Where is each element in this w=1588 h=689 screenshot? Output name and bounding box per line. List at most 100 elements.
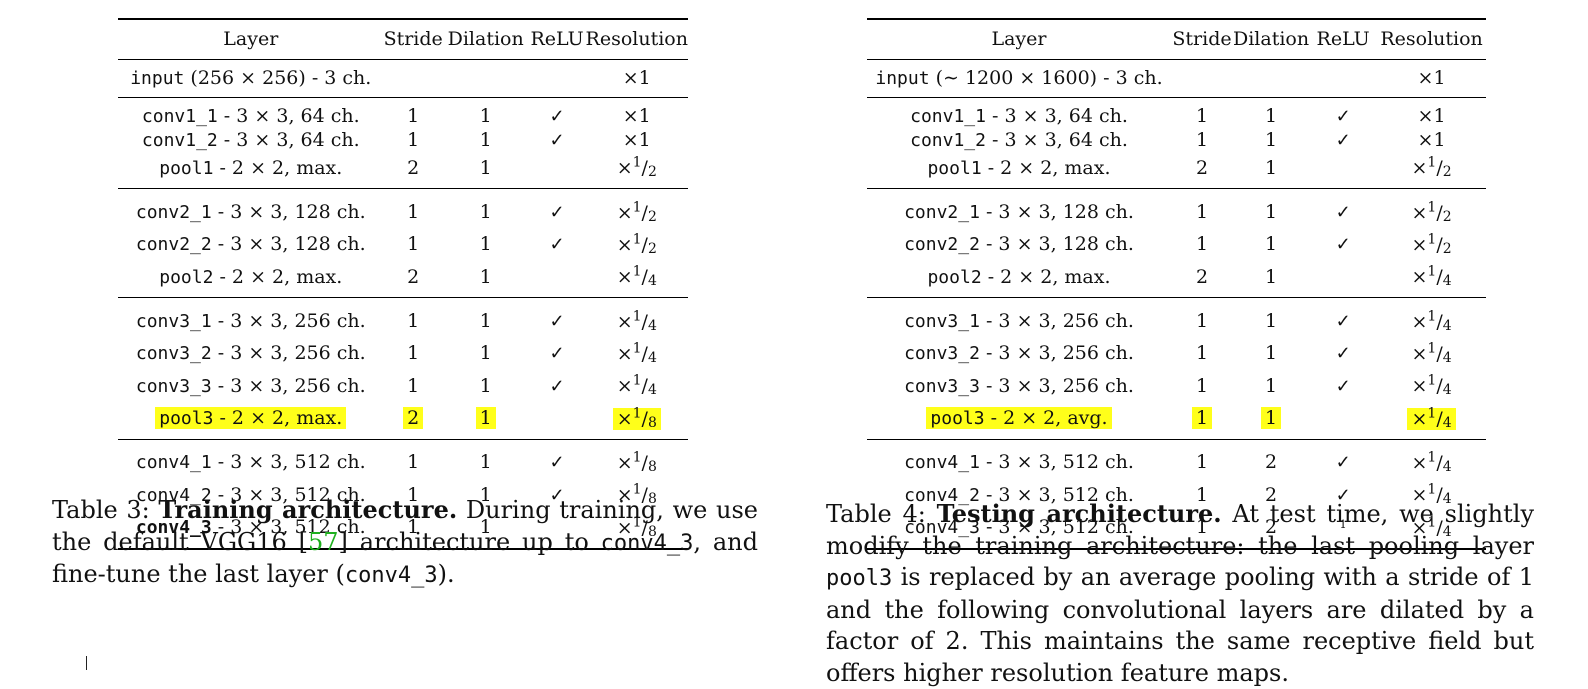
layer-label: conv2_1 - 3 × 3, 128 ch. bbox=[136, 201, 366, 223]
cell-resolution: ×1/4 bbox=[1377, 338, 1486, 370]
caption-text: ] architecture up to bbox=[338, 527, 601, 556]
cell-layer: conv4_3 - 3 × 3, 512 ch. bbox=[118, 511, 384, 548]
stride-value: 1 bbox=[407, 342, 420, 365]
cell-resolution: ×1/4 bbox=[1377, 439, 1486, 479]
table-4-caption: Table 4: Testing architecture. At test t… bbox=[826, 498, 1534, 689]
cell-resolution: ×1 bbox=[1377, 129, 1486, 153]
layer-name: conv3_1 bbox=[135, 310, 212, 332]
stride-value: 2 bbox=[1195, 156, 1209, 179]
layer-desc: - 3 × 3, 256 ch. bbox=[211, 309, 366, 332]
dilation-value: 1 bbox=[1265, 156, 1278, 179]
row-group: conv3_1 - 3 × 3, 256 ch. 1 1 ✓ ×1/4 conv3_2 -… bbox=[867, 298, 1486, 440]
resolution-value: ×1/4 bbox=[1411, 263, 1452, 290]
cell-dilation: 1 bbox=[443, 189, 529, 229]
dilation-value: 1 bbox=[479, 515, 492, 538]
resolution-value: ×1/4 bbox=[616, 263, 657, 290]
checkmark-icon: ✓ bbox=[549, 129, 565, 151]
stride-value: 1 bbox=[1195, 451, 1209, 474]
cell-layer: conv1_2 - 3 × 3, 64 ch. bbox=[118, 129, 384, 153]
table-row: conv4_3 - 3 × 3, 512 ch. 1 1 ×1/8 bbox=[118, 511, 688, 548]
layer-name: pool1 bbox=[159, 157, 214, 179]
table-header: Layer Stride Dilation ReLU Resolution bbox=[118, 19, 688, 60]
cell-layer: conv3_2 - 3 × 3, 256 ch. bbox=[867, 338, 1171, 370]
table-row: input (256 × 256) - 3 ch. ×1 bbox=[118, 60, 688, 98]
resolution-value: ×1/2 bbox=[1411, 231, 1452, 257]
cell-stride: 2 bbox=[384, 152, 443, 189]
table-row: pool3 - 2 × 2, max. 2 1 ×1/8 bbox=[118, 402, 688, 439]
table-4: Layer Stride Dilation ReLU Resolution in… bbox=[867, 18, 1486, 550]
layer-name: conv2_1 bbox=[135, 201, 212, 223]
cell-dilation: 2 bbox=[1233, 439, 1309, 479]
resolution-value: ×1/2 bbox=[616, 155, 657, 181]
cell-relu: ✓ bbox=[529, 189, 586, 229]
layer-label: conv2_2 - 3 × 3, 128 ch. bbox=[136, 233, 366, 255]
cell-layer: pool2 - 2 × 2, max. bbox=[867, 261, 1171, 298]
table-row: conv3_3 - 3 × 3, 256 ch. 1 1 ✓ ×1/4 bbox=[118, 370, 688, 402]
layer-label: conv3_3 - 3 × 3, 256 ch. bbox=[904, 375, 1134, 397]
layer-name: conv4_1 bbox=[904, 452, 980, 474]
cell-stride bbox=[384, 60, 443, 98]
checkmark-icon: ✓ bbox=[549, 106, 565, 128]
caption-code: conv4_3 bbox=[344, 563, 438, 588]
layer-name: pool3 bbox=[159, 407, 214, 429]
layer-name: input bbox=[875, 68, 930, 89]
cell-relu: ✓ bbox=[529, 129, 586, 153]
checkmark-icon: ✓ bbox=[549, 452, 565, 474]
cell-dilation bbox=[443, 60, 529, 98]
cell-layer: input (256 × 256) - 3 ch. bbox=[118, 60, 384, 98]
layer-label: conv3_2 - 3 × 3, 256 ch. bbox=[136, 342, 366, 364]
cell-dilation: 1 bbox=[1233, 402, 1309, 439]
cell-relu: ✓ bbox=[1309, 338, 1377, 370]
cell-resolution: ×1/2 bbox=[1377, 189, 1486, 229]
cell-layer: conv2_2 - 3 × 3, 128 ch. bbox=[867, 229, 1171, 261]
col-header-dilation: Dilation bbox=[1233, 28, 1310, 50]
resolution-value: ×1/8 bbox=[616, 514, 657, 540]
layer-name: conv3_1 bbox=[904, 310, 980, 332]
col-header-resolution: Resolution bbox=[585, 28, 688, 50]
layer-label: pool3 - 2 × 2, avg. bbox=[926, 406, 1112, 429]
resolution-value: ×1/4 bbox=[616, 308, 657, 334]
cell-dilation: 1 bbox=[1233, 189, 1309, 229]
cell-relu bbox=[529, 261, 586, 298]
layer-desc: - 3 × 3, 128 ch. bbox=[211, 233, 366, 256]
cell-stride: 1 bbox=[1171, 229, 1233, 261]
resolution-value: ×1/4 bbox=[616, 340, 657, 366]
citation-link[interactable]: 57 bbox=[307, 527, 339, 556]
layer-desc: - 3 × 3, 64 ch. bbox=[217, 105, 360, 128]
layer-desc: - 3 × 3, 128 ch. bbox=[979, 200, 1134, 223]
col-header-resolution: Resolution bbox=[1380, 28, 1483, 50]
stride-value: 1 bbox=[407, 200, 420, 223]
cell-dilation: 1 bbox=[1233, 261, 1309, 298]
resolution-value: ×1/2 bbox=[616, 199, 657, 225]
testing-architecture-table: Layer Stride Dilation ReLU Resolution in… bbox=[867, 18, 1486, 550]
table-row: conv1_1 - 3 × 3, 64 ch. 1 1 ✓ ×1 bbox=[118, 98, 688, 129]
row-group: conv4_1 - 3 × 3, 512 ch. 1 2 ✓ ×1/4 conv4_2 -… bbox=[867, 439, 1486, 549]
cell-relu: ✓ bbox=[529, 439, 586, 479]
resolution-value: ×1 bbox=[1417, 128, 1446, 151]
table-row: pool1 - 2 × 2, max. 2 1 ×1/2 bbox=[118, 152, 688, 189]
dilation-value: 1 bbox=[1265, 105, 1278, 128]
cell-resolution: ×1 bbox=[586, 129, 688, 153]
cell-stride: 1 bbox=[1171, 338, 1233, 370]
cell-dilation: 1 bbox=[443, 439, 529, 479]
dilation-value: 2 bbox=[1265, 515, 1278, 538]
text-cursor bbox=[86, 656, 87, 670]
layer-name: pool2 bbox=[159, 266, 214, 288]
table-row: conv2_2 - 3 × 3, 128 ch. 1 1 ✓ ×1/2 bbox=[867, 229, 1486, 261]
resolution-value: ×1/2 bbox=[616, 231, 657, 257]
table-row: conv3_1 - 3 × 3, 256 ch. 1 1 ✓ ×1/4 bbox=[118, 298, 688, 338]
cell-relu: ✓ bbox=[529, 370, 586, 402]
stride-value: 1 bbox=[1195, 309, 1209, 332]
layer-label: conv3_2 - 3 × 3, 256 ch. bbox=[904, 342, 1134, 364]
layer-label: conv4_3 - 3 × 3, 512 ch. bbox=[904, 516, 1134, 538]
dilation-value: 2 bbox=[1265, 451, 1278, 474]
layer-name: conv1_2 bbox=[910, 129, 986, 151]
layer-name: conv3_3 bbox=[135, 375, 212, 397]
cell-dilation: 1 bbox=[443, 98, 529, 129]
relu-value: 1 bbox=[1339, 517, 1347, 531]
layer-desc: - 3 × 3, 512 ch. bbox=[211, 483, 366, 506]
stride-value: 1 bbox=[407, 483, 420, 506]
cell-dilation: 1 bbox=[1233, 370, 1309, 402]
checkmark-icon: ✓ bbox=[549, 201, 565, 223]
stride-value: 1 bbox=[1191, 406, 1213, 429]
